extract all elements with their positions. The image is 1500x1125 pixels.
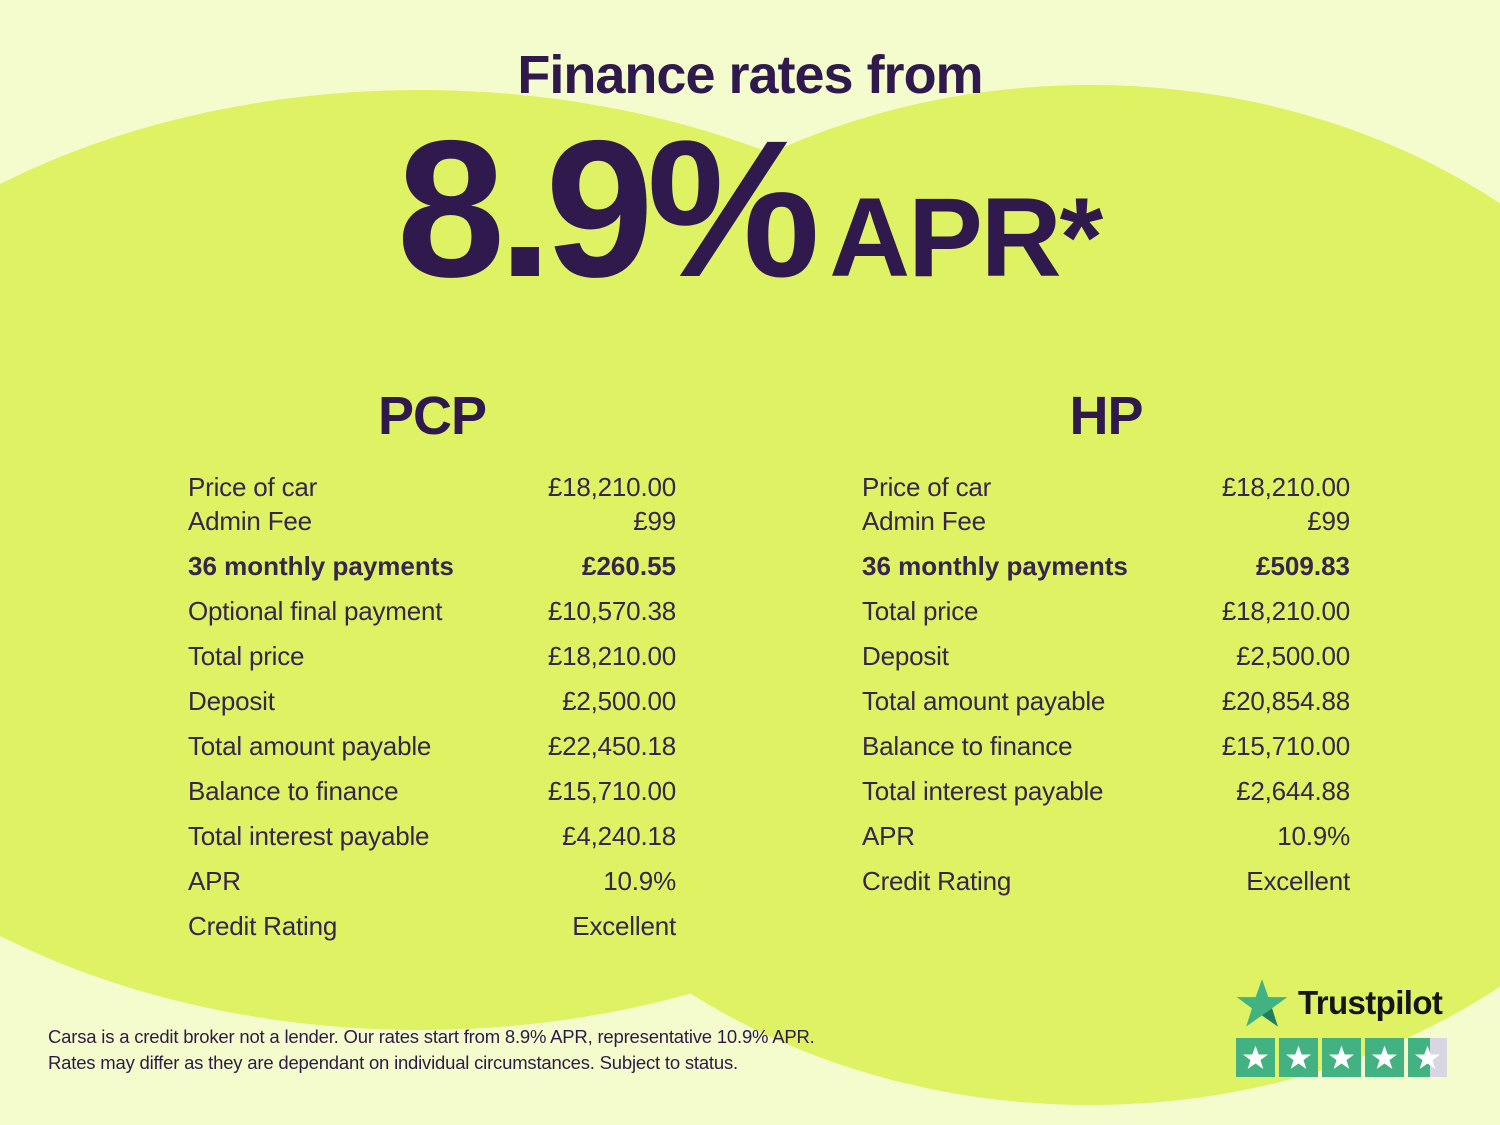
table-row: Credit Rating Excellent xyxy=(188,909,676,943)
row-value: 10.9% xyxy=(1277,821,1350,851)
row-value: £18,210.00 xyxy=(547,472,676,502)
table-row: Balance to finance £15,710.00 xyxy=(188,774,676,808)
table-row: Price of car £18,210.00 xyxy=(862,470,1350,504)
legal-disclaimer: Carsa is a credit broker not a lender. O… xyxy=(48,1024,815,1076)
row-label: 36 monthly payments xyxy=(862,551,1128,581)
row-label: Total price xyxy=(862,596,979,626)
table-row: 36 monthly payments £509.83 xyxy=(862,549,1350,583)
table-row: Deposit £2,500.00 xyxy=(188,684,676,718)
page-title: Finance rates from xyxy=(517,45,983,105)
table-row: Total amount payable £22,450.18 xyxy=(188,729,676,763)
rate-suffix: APR xyxy=(829,175,1061,300)
hp-table: Price of car £18,210.00 Admin Fee £99 36… xyxy=(862,470,1350,898)
row-value: £10,570.38 xyxy=(547,596,676,626)
row-value: £99 xyxy=(633,506,676,536)
table-row: Admin Fee £99 xyxy=(862,504,1350,538)
row-value: £15,710.00 xyxy=(547,776,676,806)
table-row: APR 10.9% xyxy=(188,864,676,898)
table-row: APR 10.9% xyxy=(862,819,1350,853)
trustpilot-rating-star xyxy=(1322,1038,1361,1077)
row-value: £15,710.00 xyxy=(1221,731,1350,761)
trustpilot-brand-text: Trustpilot xyxy=(1298,984,1443,1021)
trustpilot-rating-star xyxy=(1236,1038,1275,1077)
row-value: £22,450.18 xyxy=(547,731,676,761)
rate-value: 8.9% xyxy=(396,100,820,318)
trustpilot-star-icon xyxy=(1236,979,1288,1027)
row-value: £260.55 xyxy=(582,551,676,581)
row-value: 10.9% xyxy=(603,866,676,896)
row-label: Deposit xyxy=(862,641,949,671)
row-label: Credit Rating xyxy=(188,911,338,941)
headline-rate: 8.9% APR* xyxy=(0,112,1500,369)
row-label: Balance to finance xyxy=(188,776,399,806)
table-row: Total price £18,210.00 xyxy=(188,639,676,673)
trustpilot-widget: Trustpilot xyxy=(1236,976,1447,1077)
row-label: Balance to finance xyxy=(862,731,1073,761)
row-value: £18,210.00 xyxy=(1221,472,1350,502)
row-label: Admin Fee xyxy=(188,506,312,536)
row-label: Total amount payable xyxy=(862,686,1106,716)
row-label: Deposit xyxy=(188,686,275,716)
trustpilot-rating-star xyxy=(1408,1038,1447,1077)
row-value: £4,240.18 xyxy=(562,821,676,851)
row-value: £20,854.88 xyxy=(1221,686,1350,716)
table-row: Balance to finance £15,710.00 xyxy=(862,729,1350,763)
pcp-table: Price of car £18,210.00 Admin Fee £99 36… xyxy=(188,470,676,943)
row-value: Excellent xyxy=(572,911,676,941)
row-value: £99 xyxy=(1307,506,1350,536)
row-label: Price of car xyxy=(188,472,318,502)
row-label: Total interest payable xyxy=(188,821,430,851)
pcp-heading: PCP xyxy=(377,386,487,446)
row-label: Admin Fee xyxy=(862,506,986,536)
row-value: £2,500.00 xyxy=(1236,641,1350,671)
trustpilot-logo-row: Trustpilot xyxy=(1236,976,1447,1030)
disclaimer-line-2: Rates may differ as they are dependant o… xyxy=(48,1052,738,1073)
row-label: APR xyxy=(188,866,241,896)
table-row: Optional final payment £10,570.38 xyxy=(188,594,676,628)
table-row: 36 monthly payments £260.55 xyxy=(188,549,676,583)
row-value: £509.83 xyxy=(1256,551,1350,581)
row-label: 36 monthly payments xyxy=(188,551,454,581)
table-row: Price of car £18,210.00 xyxy=(188,470,676,504)
row-value: £2,500.00 xyxy=(562,686,676,716)
trustpilot-stars xyxy=(1236,1038,1447,1077)
row-value: £18,210.00 xyxy=(547,641,676,671)
row-value: £18,210.00 xyxy=(1221,596,1350,626)
disclaimer-line-1: Carsa is a credit broker not a lender. O… xyxy=(48,1026,815,1047)
table-row: Total price £18,210.00 xyxy=(862,594,1350,628)
row-label: Credit Rating xyxy=(862,866,1012,896)
background-circle-right xyxy=(450,85,1500,1105)
table-row: Deposit £2,500.00 xyxy=(862,639,1350,673)
hp-heading: HP xyxy=(1069,386,1143,446)
row-label: Price of car xyxy=(862,472,992,502)
row-label: Total interest payable xyxy=(862,776,1104,806)
table-row: Admin Fee £99 xyxy=(188,504,676,538)
table-row: Total interest payable £4,240.18 xyxy=(188,819,676,853)
row-value: £2,644.88 xyxy=(1236,776,1350,806)
row-label: Total amount payable xyxy=(188,731,432,761)
row-value: Excellent xyxy=(1246,866,1350,896)
table-row: Total interest payable £2,644.88 xyxy=(862,774,1350,808)
row-label: Total price xyxy=(188,641,305,671)
table-row: Total amount payable £20,854.88 xyxy=(862,684,1350,718)
trustpilot-rating-star xyxy=(1365,1038,1404,1077)
rate-asterisk: * xyxy=(1059,175,1104,300)
trustpilot-rating-star xyxy=(1279,1038,1318,1077)
row-label: Optional final payment xyxy=(188,596,443,626)
table-row: Credit Rating Excellent xyxy=(862,864,1350,898)
row-label: APR xyxy=(862,821,915,851)
